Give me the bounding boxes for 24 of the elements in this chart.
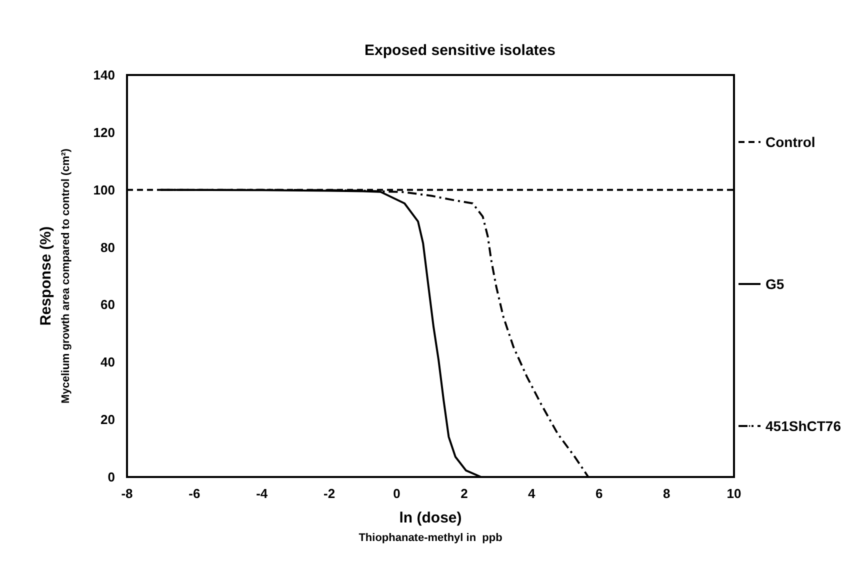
y-tick-label: 20 — [100, 412, 115, 428]
legend-label: G5 — [766, 276, 784, 292]
y-tick-label: 0 — [108, 470, 115, 484]
legend-label: 451ShCT76 — [766, 418, 842, 434]
x-tick-label: 0 — [393, 486, 400, 501]
y-tick-label: 80 — [100, 240, 115, 255]
x-tick-label: -2 — [324, 486, 336, 501]
chart-title: Exposed sensitive isolates — [364, 42, 556, 59]
x-axis-title: ln (dose) Thiophanate-methyl in ppb — [358, 510, 503, 544]
x-tick-label: 2 — [460, 486, 468, 501]
x-tick-label: 10 — [726, 486, 742, 501]
y-tick-label: 40 — [100, 354, 115, 370]
legend-label: Control — [766, 134, 816, 150]
x-tick-label: -4 — [256, 486, 268, 501]
y-tick-label: 140 — [93, 68, 115, 82]
x-tick-label: -6 — [188, 486, 200, 501]
x-tick-label: -8 — [121, 486, 133, 501]
x-tick-label: 4 — [528, 486, 536, 501]
x-tick-label: 8 — [662, 486, 670, 501]
y-axis-title: Response (%) Mycelium growth area compared to control (cm²) — [38, 148, 72, 404]
x-tick-label: 6 — [595, 486, 603, 501]
y-tick-label: 120 — [93, 124, 115, 140]
y-tick-label: 100 — [93, 182, 115, 198]
y-tick-label: 60 — [100, 297, 115, 312]
